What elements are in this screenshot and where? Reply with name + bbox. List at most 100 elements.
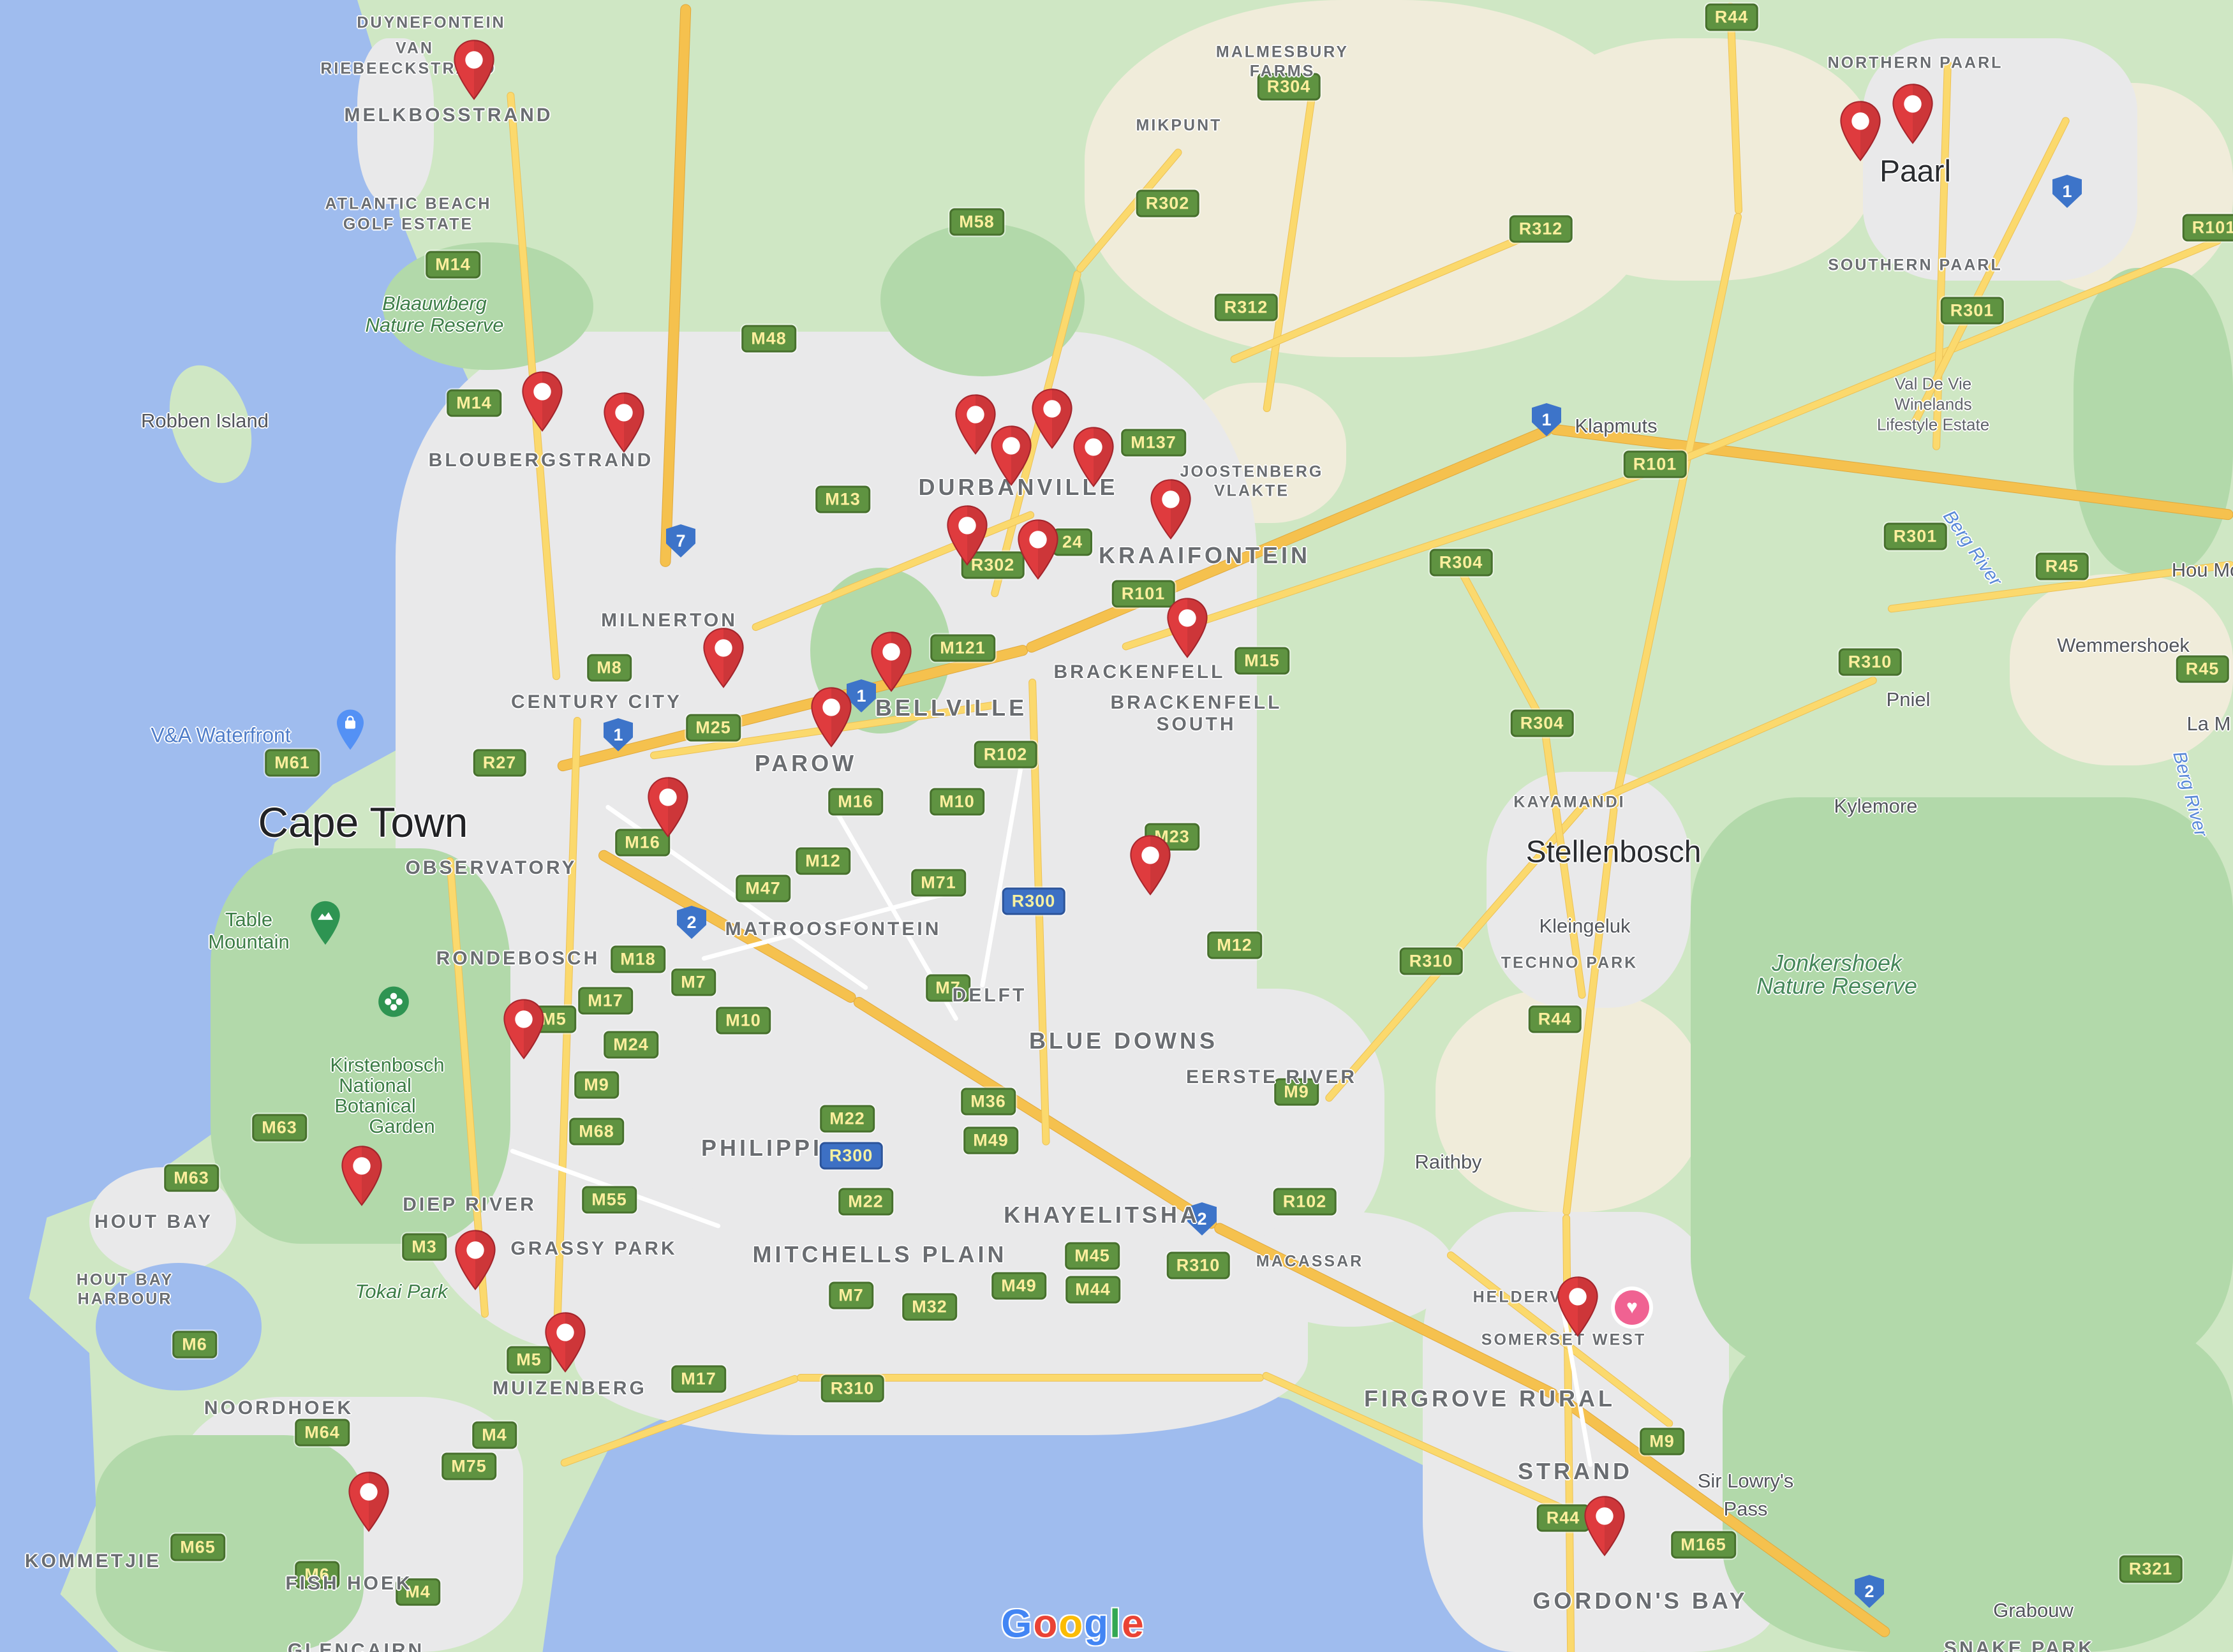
farmland-patch (1518, 38, 1876, 281)
map-pin[interactable] (1165, 596, 1210, 660)
map-label: NOORDHOEK (204, 1398, 354, 1419)
map-label: KRAAIFONTEIN (1099, 542, 1310, 568)
silvermine-park (96, 1435, 364, 1652)
road-badge-R312: R312 (1509, 215, 1573, 243)
road-badge-M3: M3 (402, 1233, 447, 1261)
road-badge-R304: R304 (1257, 73, 1321, 101)
urban-area-macassar (1244, 1212, 1455, 1327)
map-label: Hou Mo (2171, 559, 2233, 581)
road-badge-R301: R301 (1940, 297, 2004, 325)
jonkershoek-mountains (1691, 797, 2233, 1371)
table-mountain-marker[interactable] (309, 900, 342, 950)
road-badge-R312: R312 (1214, 293, 1278, 321)
map-label: PAROW (754, 750, 857, 776)
map-pin[interactable] (869, 630, 914, 694)
map-pin[interactable] (1016, 518, 1060, 582)
road-badge-M22: M22 (820, 1105, 875, 1133)
saved-favourite-heart-marker[interactable]: ♥ (1611, 1287, 1653, 1329)
map-label: BRACKENFELL (1053, 661, 1226, 682)
kirstenbosch-flower-marker[interactable] (377, 985, 410, 1022)
map-label: OBSERVATORY (405, 857, 577, 878)
road-badge-R300: R300 (1002, 887, 1065, 915)
va-waterfront-marker[interactable] (335, 709, 366, 755)
map-pin[interactable] (1838, 100, 1883, 163)
urban-area-paarl (1863, 38, 2137, 281)
map-label: CENTURY CITY (510, 691, 683, 712)
google-logo[interactable]: Google (1001, 1602, 1145, 1646)
road-badge-M36: M36 (961, 1088, 1016, 1116)
map-pin[interactable] (520, 370, 565, 434)
urban-area-melkbosstrand (357, 38, 434, 204)
map-label: MILNERTON (601, 610, 738, 631)
road-badge-M121: M121 (930, 634, 995, 662)
map-pin[interactable] (602, 391, 646, 455)
map-pin[interactable] (1148, 478, 1193, 542)
road-badge-M49: M49 (963, 1126, 1018, 1154)
road-badge-M8: M8 (587, 654, 632, 682)
map-label: Mountain (208, 931, 290, 953)
map-pin[interactable] (1890, 82, 1935, 146)
map-label: KHAYELITSHA (1004, 1202, 1200, 1228)
map-pin[interactable] (646, 776, 690, 839)
map-pin[interactable] (501, 998, 546, 1061)
map-label: MITCHELLS PLAIN (752, 1241, 1007, 1267)
road-badge-M7: M7 (829, 1281, 873, 1309)
map-label: HOUT BAY (76, 1271, 174, 1289)
map-pin[interactable] (945, 504, 990, 568)
map-label: Table (225, 908, 273, 931)
road-badge-M7: M7 (671, 968, 716, 996)
road-badge-R302: R302 (1136, 189, 1199, 218)
road-badge-M6: M6 (172, 1331, 217, 1359)
map-label: DUYNEFONTEIN (357, 13, 506, 32)
map-pin[interactable] (1582, 1494, 1627, 1558)
map-label: JOOSTENBERG (1180, 462, 1324, 481)
map-label: Paarl (1879, 154, 1952, 189)
road-badge-M65: M65 (170, 1533, 225, 1561)
map-label: PHILIPPI (701, 1135, 823, 1161)
road-badge-M13: M13 (815, 485, 870, 513)
map-pin[interactable] (346, 1470, 391, 1534)
blaauwberg-reserve (383, 242, 593, 370)
map-pin[interactable] (1555, 1275, 1600, 1339)
map-pin[interactable] (989, 424, 1034, 488)
road-badge-R102: R102 (1273, 1188, 1337, 1216)
map-pin[interactable] (809, 686, 854, 749)
road-badge-M14: M14 (426, 251, 480, 279)
map-label: MALMESBURY (1215, 43, 1349, 61)
map-pin[interactable] (1128, 834, 1173, 897)
road-badge-M16: M16 (615, 829, 670, 857)
map-pin[interactable] (453, 1228, 498, 1292)
road-badge-R310: R310 (1838, 648, 1902, 676)
map-label: Nature Reserve (365, 314, 504, 336)
map-label: Pniel (1886, 688, 1931, 711)
map-label: Lifestyle Estate (1876, 415, 1990, 434)
map-pin[interactable] (452, 38, 496, 102)
map-label: FIRGROVE RURAL (1364, 1385, 1615, 1412)
road-badge-M45: M45 (1065, 1242, 1120, 1270)
road-badge-M75: M75 (441, 1452, 496, 1480)
map-pin[interactable] (339, 1144, 384, 1208)
road-badge-M47: M47 (736, 874, 790, 903)
map-pin[interactable] (543, 1311, 588, 1375)
road-badge-R102: R102 (974, 741, 1037, 769)
road-badge-M12: M12 (1207, 931, 1262, 959)
map-pin[interactable] (1030, 387, 1074, 451)
road-badge-R44: R44 (1705, 3, 1758, 31)
map-label: VLAKTE (1214, 482, 1289, 500)
map-label: RONDEBOSCH (436, 948, 600, 969)
map-label: MUIZENBERG (493, 1378, 647, 1399)
road-badge-M24: M24 (604, 1031, 658, 1059)
road-badge-M61: M61 (265, 749, 320, 777)
map-label: Robben Island (141, 409, 269, 432)
hout-bay-water (96, 1263, 262, 1390)
map-pin[interactable] (1071, 425, 1116, 489)
map-pin[interactable] (953, 393, 998, 457)
road-badge-R101: R101 (1111, 580, 1175, 608)
map-pin[interactable] (701, 626, 746, 690)
map-label: Raithby (1414, 1151, 1482, 1173)
map-label: KOMMETJIE (24, 1551, 162, 1572)
simonsberg (2074, 268, 2233, 574)
map-label: Cape Town (258, 799, 468, 846)
map-label: NORTHERN PAARL (1827, 54, 2003, 72)
